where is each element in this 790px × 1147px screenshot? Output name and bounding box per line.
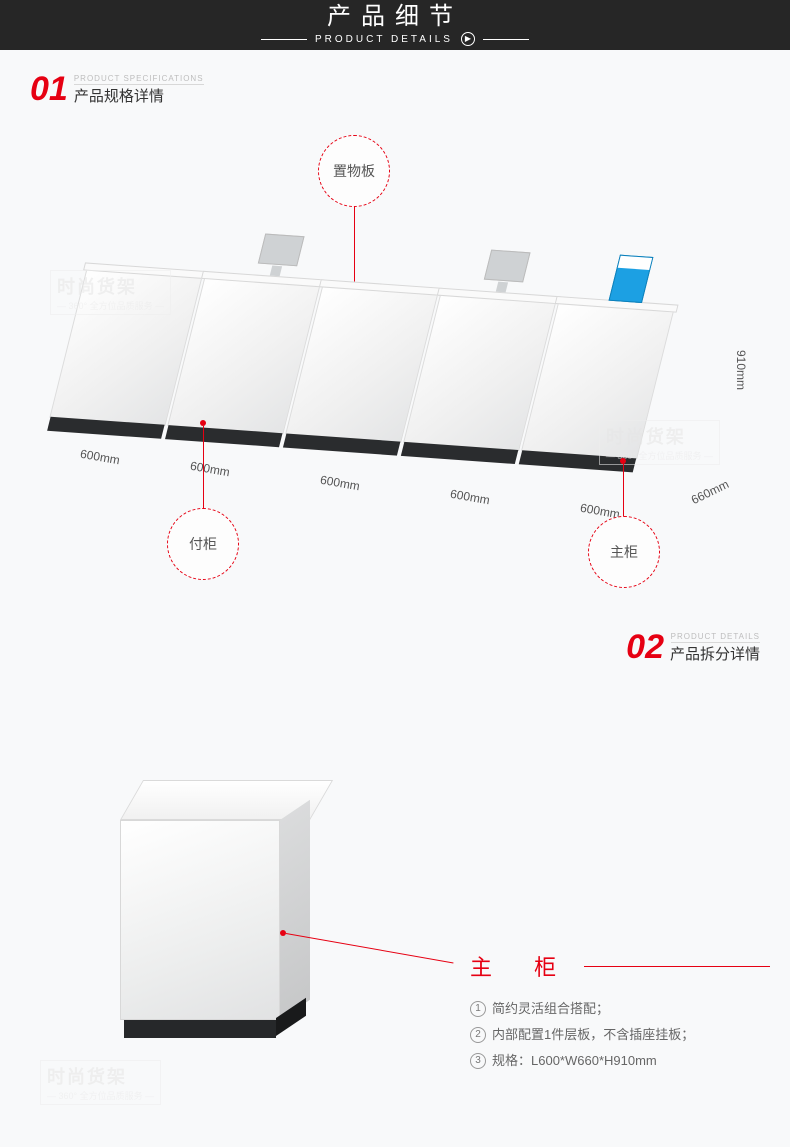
callout-main-label: 主柜 <box>610 542 638 562</box>
watermark-left: 时尚货架 — 360° 全方位品质服务 — <box>50 270 171 315</box>
spec-item-1: 1 简约灵活组合搭配； <box>470 996 770 1022</box>
section-01-number: 01 <box>30 72 68 106</box>
spec-item-3: 3 规格：L600*W660*H910mm <box>470 1048 770 1074</box>
section-01-cn: 产品规格详情 <box>74 85 204 106</box>
spec-text-3: 规格：L600*W660*H910mm <box>492 1048 657 1074</box>
single-main-cabinet <box>120 780 310 1030</box>
spec-block: 主 柜 1 简约灵活组合搭配； 2 内部配置1件层板，不含插座挂板； 3 规格：… <box>470 950 770 1074</box>
single-leader-line <box>286 933 454 964</box>
spec-title: 主 柜 <box>470 950 574 982</box>
spec-bullet-2: 2 <box>470 1027 486 1043</box>
arrow-right-icon: ▶ <box>461 32 475 46</box>
section-01-en: PRODUCT SPECIFICATIONS <box>74 74 204 85</box>
payment-qr-stand <box>609 255 654 303</box>
section-tag-01: 01 PRODUCT SPECIFICATIONS 产品规格详情 <box>30 72 204 106</box>
section-02-number: 02 <box>626 630 664 664</box>
callout-aux: 付柜 <box>167 508 239 580</box>
callout-aux-label: 付柜 <box>189 534 217 554</box>
product-overview-figure: 置物板 时尚货架 — 360° 全方位品质服务 — 时尚货架 — <box>40 170 750 600</box>
callout-main-leader <box>623 464 624 516</box>
pos-terminal-1 <box>258 234 305 267</box>
watermark-right: 时尚货架 — 360° 全方位品质服务 — <box>599 420 720 465</box>
callout-aux-leader <box>203 426 204 508</box>
header-rule-right <box>483 39 529 40</box>
callout-shelf: 置物板 <box>318 135 390 207</box>
callout-shelf-label: 置物板 <box>333 161 375 181</box>
spec-text-2: 内部配置1件层板，不含插座挂板； <box>492 1022 694 1048</box>
header-title-cn: 产品细节 <box>261 4 529 30</box>
section-02-en: PRODUCT DETAILS <box>671 632 760 643</box>
header-title-en: PRODUCT DETAILS <box>315 34 453 45</box>
spec-bullet-3: 3 <box>470 1053 486 1069</box>
spec-item-2: 2 内部配置1件层板，不含插座挂板； <box>470 1022 770 1048</box>
dim-height: 910mm <box>734 350 748 390</box>
product-detail-page: 产品细节 PRODUCT DETAILS ▶ 01 PRODUCT SPECIF… <box>0 0 790 1147</box>
pos-terminal-2 <box>484 250 531 283</box>
header-rule-left <box>261 39 307 40</box>
spec-text-1: 简约灵活组合搭配； <box>492 996 609 1022</box>
watermark-bottom: 时尚货架 — 360° 全方位品质服务 — <box>40 1060 161 1105</box>
product-breakdown-figure: 时尚货架 — 360° 全方位品质服务 — 主 柜 1 简约灵活组合搭配； 2 … <box>0 720 790 1140</box>
section-02-cn: 产品拆分详情 <box>670 643 760 664</box>
section-tag-02: 02 PRODUCT DETAILS 产品拆分详情 <box>626 630 760 664</box>
spec-title-rule <box>584 966 770 967</box>
spec-bullet-1: 1 <box>470 1001 486 1017</box>
header-band: 产品细节 PRODUCT DETAILS ▶ <box>0 0 790 50</box>
callout-main: 主柜 <box>588 516 660 588</box>
